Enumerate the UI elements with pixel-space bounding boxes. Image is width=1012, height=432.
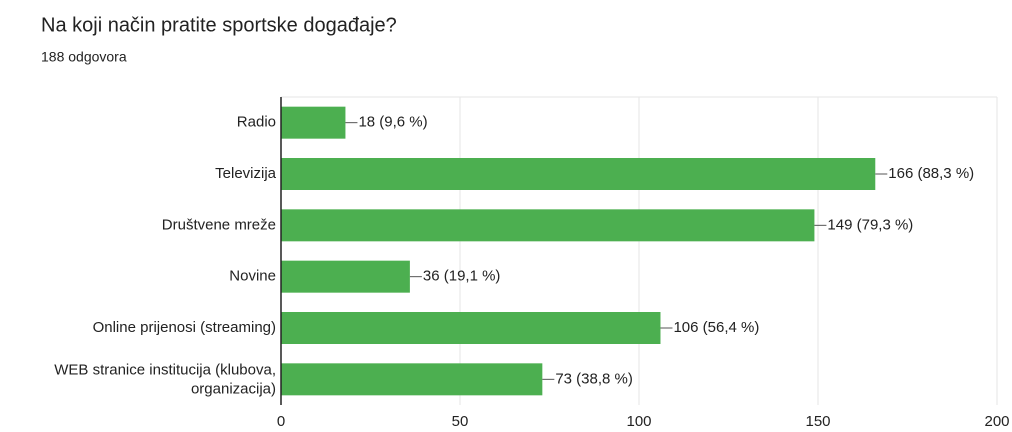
chart-title: Na koji način pratite sportske događaje? [41,14,397,36]
value-label: 149 (79,3 %) [827,216,913,233]
bar [281,106,346,139]
x-tick-label: 100 [626,413,651,430]
y-tick-label: Radio [237,114,276,131]
value-label: 73 (38,8 %) [555,370,633,387]
value-label: 106 (56,4 %) [673,319,759,336]
y-tick-label: Društvene mreže [162,216,276,233]
bar [281,363,543,396]
bar [281,158,876,190]
value-label: 36 (19,1 %) [423,268,501,285]
y-tick-label: Online prijenosi (streaming) [93,319,276,336]
y-tick-label: Televizija [215,165,277,182]
x-tick-label: 0 [277,413,285,430]
value-label: 166 (88,3 %) [888,165,974,182]
bar [281,260,410,293]
bar [281,312,661,344]
bar [281,209,815,242]
chart-subtitle: 188 odgovora [41,49,127,65]
x-tick-label: 200 [984,413,1009,430]
x-tick-label: 150 [805,413,830,430]
x-tick-label: 50 [452,413,469,430]
y-tick-label: Novine [229,268,276,285]
y-tick-label: WEB stranice institucija (klubova, organi… [54,361,276,397]
value-label: 18 (9,6 %) [358,114,427,131]
